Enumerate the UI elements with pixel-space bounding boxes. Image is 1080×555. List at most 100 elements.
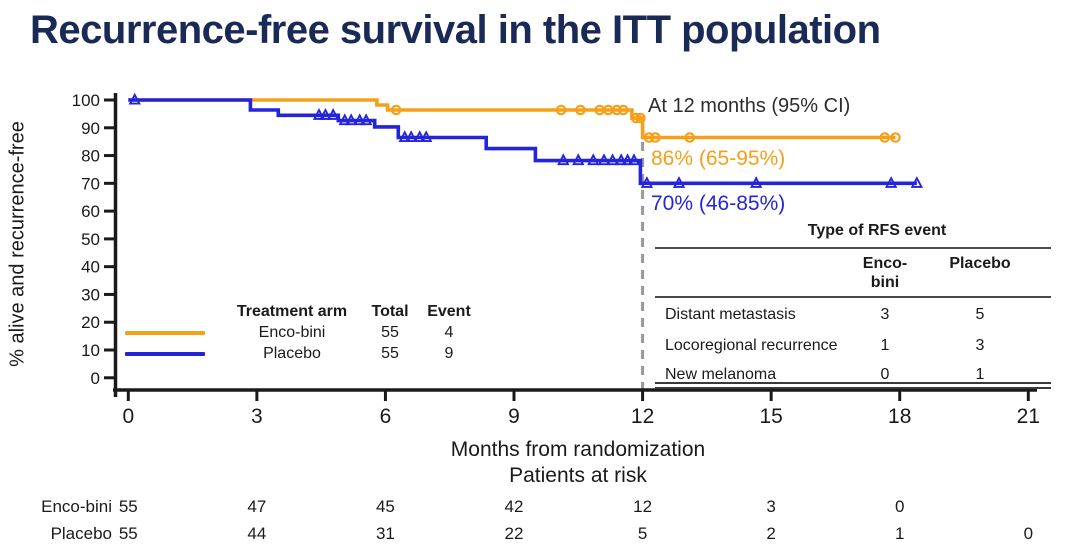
rfs-row-placebo-value: 5: [975, 306, 985, 323]
risk-row-label: Enco-bini: [41, 497, 112, 516]
x-tick-label: 18: [888, 405, 911, 428]
censor-triangle-marker: [557, 153, 570, 166]
x-axis-title: Months from randomization: [450, 438, 706, 461]
risk-value: 47: [247, 497, 267, 516]
censor-triangle-marker: [319, 108, 332, 120]
rfs-row-placebo-value: 1: [975, 366, 985, 383]
y-tick-label: 40: [81, 258, 100, 277]
censor-triangle-marker: [606, 153, 619, 166]
y-tick-label: 10: [81, 341, 100, 360]
censor-triangle-marker: [627, 153, 641, 166]
censor-triangle-marker: [749, 176, 763, 188]
legend-total-encobini: 55: [381, 324, 399, 341]
censor-triangle-marker: [359, 113, 373, 126]
y-tick-label: 100: [72, 91, 100, 110]
risk-value: 42: [504, 497, 524, 516]
table-row: Locoregional recurrence 1 3: [655, 331, 1051, 361]
x-tick-label: 6: [380, 405, 392, 428]
risk-value: 44: [247, 524, 267, 543]
rfs-table-bottom-rule: [655, 382, 1051, 389]
rfs-col-header-placebo: Placebo: [949, 255, 1011, 272]
rfs-row-label: Locoregional recurrence: [665, 337, 838, 354]
x-tick-label: 15: [759, 405, 782, 428]
legend-row: [125, 343, 217, 364]
censor-triangle-marker: [338, 113, 351, 126]
legend-total-placebo: 55: [381, 345, 399, 362]
encobini-line-swatch: [125, 330, 205, 335]
legend-spacer: [125, 301, 217, 322]
legend-header-event: Event: [427, 303, 471, 320]
censor-triangle-marker: [353, 113, 366, 126]
censor-triangle-marker: [404, 130, 418, 143]
y-tick-label: 90: [81, 119, 100, 138]
enco-bini-survival-curve: [128, 98, 896, 140]
risk-value: 22: [504, 524, 524, 543]
censor-circle-marker: [650, 132, 661, 143]
placebo-line-swatch: [125, 351, 205, 356]
censor-triangle-marker: [597, 153, 611, 166]
rfs-row-enco-value: 1: [880, 337, 890, 354]
censor-triangle-marker: [614, 153, 628, 166]
rfs-table-header-rule: [655, 296, 1051, 298]
censor-triangle-marker: [884, 176, 898, 188]
censor-circle-marker: [684, 132, 696, 143]
risk-value: 55: [118, 497, 138, 516]
y-tick-label: 20: [81, 313, 100, 332]
risk-value: 1: [894, 524, 905, 543]
censor-circle-marker: [611, 104, 623, 116]
y-tick-label: 30: [81, 285, 100, 304]
censor-circle-marker: [630, 112, 642, 124]
censor-triangle-marker: [910, 176, 924, 188]
censor-triangle-marker: [621, 153, 634, 166]
risk-value: 0: [1023, 524, 1034, 543]
rfs-col-header-encobini: Enco-bini: [862, 255, 908, 291]
rfs-row-label: New melanoma: [665, 366, 777, 383]
censor-circle-marker: [635, 112, 646, 124]
y-tick-label: 0: [91, 369, 100, 388]
risk-value: 45: [375, 497, 395, 516]
legend-arm-encobini: Enco-bini: [258, 324, 326, 341]
censor-circle-marker: [617, 104, 629, 116]
table-row: Distant metastasis 3 5: [655, 300, 1051, 330]
censor-circle-marker: [879, 132, 891, 143]
y-tick-label: 60: [81, 202, 100, 221]
risk-value: 3: [766, 497, 776, 516]
censor-circle-marker: [575, 104, 586, 116]
x-tick-label: 21: [1017, 405, 1040, 428]
rfs-row-label: Distant metastasis: [665, 306, 796, 323]
censor-circle-marker: [555, 104, 567, 116]
rfs-table-title: Type of RFS event: [807, 222, 947, 239]
censor-triangle-marker: [398, 130, 411, 143]
y-tick-label: 80: [81, 147, 100, 166]
rfs-row-placebo-value: 3: [975, 337, 985, 354]
page-title: Recurrence-free survival in the ITT popu…: [30, 8, 881, 52]
risk-value: 2: [766, 524, 776, 543]
x-tick-label: 3: [251, 405, 263, 428]
censor-circle-marker: [390, 104, 402, 116]
legend-event-placebo: 9: [444, 345, 454, 362]
risk-row-label: Placebo: [50, 524, 112, 543]
censor-triangle-marker: [672, 176, 686, 188]
treatment-legend: Treatment arm Total Event Enco-bini 55 4…: [125, 301, 485, 364]
x-tick-label: 9: [508, 405, 520, 428]
rfs-table-top-rule: [655, 247, 1051, 249]
censor-circle-marker: [890, 132, 901, 143]
risk-value: 12: [633, 497, 653, 516]
y-tick-label: 70: [81, 174, 100, 193]
censor-circle-marker: [643, 132, 655, 143]
annotation-encobini-estimate: 86% (65-95%): [651, 147, 786, 170]
table-row: New melanoma 0 1: [655, 360, 1051, 390]
placebo-survival-curve: [128, 98, 917, 186]
censor-triangle-marker: [587, 153, 600, 166]
censor-triangle-marker: [419, 130, 433, 143]
censor-triangle-marker: [572, 153, 585, 166]
censor-triangle-marker: [413, 130, 426, 143]
x-tick-label: 0: [122, 405, 134, 428]
legend-event-encobini: 4: [444, 324, 454, 341]
annotation-placebo-estimate: 70% (46-85%): [651, 192, 786, 215]
legend-arm-placebo: Placebo: [263, 345, 321, 362]
risk-value: 5: [637, 524, 648, 543]
patients-at-risk-title: Patients at risk: [509, 464, 647, 487]
